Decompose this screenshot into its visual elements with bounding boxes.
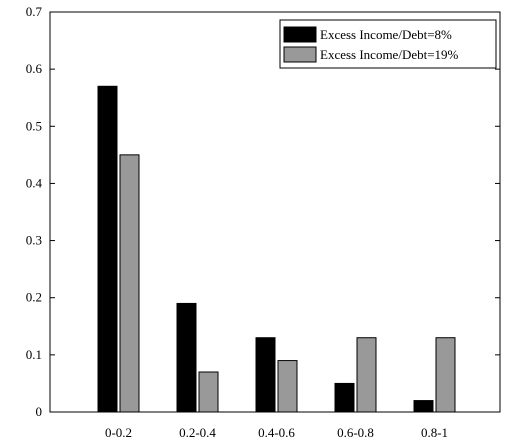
x-tick-label: 0.6-0.8 xyxy=(337,425,374,440)
bar-series-2-0.2-0.4 xyxy=(198,371,219,413)
bar-series-1-0.8-1 xyxy=(413,400,434,413)
x-tick-label: 0.2-0.4 xyxy=(179,425,216,440)
legend-swatch-series-1 xyxy=(283,26,317,43)
bar-series-2-0.6-0.8 xyxy=(356,337,377,413)
y-tick-label: 0.7 xyxy=(26,4,43,19)
legend-label-series-2: Excess Income/Debt=19% xyxy=(320,47,459,62)
bar-series-2-0.8-1 xyxy=(435,337,456,413)
bar-series-2-0-0.2 xyxy=(119,154,140,413)
y-tick-label: 0.5 xyxy=(26,118,42,133)
y-tick-label: 0.4 xyxy=(26,175,43,190)
bar-series-2-0.4-0.6 xyxy=(277,360,298,413)
bars xyxy=(97,85,456,413)
y-tick-label: 0 xyxy=(36,404,43,419)
y-tick-label: 0.2 xyxy=(26,290,42,305)
y-tick-label: 0.3 xyxy=(26,233,42,248)
y-tick-label: 0.1 xyxy=(26,347,42,362)
x-tick-label: 0.4-0.6 xyxy=(258,425,295,440)
bar-series-1-0.2-0.4 xyxy=(176,302,197,413)
legend-label-series-1: Excess Income/Debt=8% xyxy=(320,27,452,42)
x-axis: 0-0.2 0.2-0.4 0.4-0.6 0.6-0.8 0.8-1 xyxy=(105,425,448,440)
legend: Excess Income/Debt=8% Excess Income/Debt… xyxy=(279,19,497,69)
bar-series-1-0.6-0.8 xyxy=(334,382,355,413)
x-tick-label: 0.8-1 xyxy=(421,425,448,440)
bar-series-1-0-0.2 xyxy=(97,85,118,413)
bar-series-1-0.4-0.6 xyxy=(255,337,276,413)
x-tick-label: 0-0.2 xyxy=(105,425,132,440)
legend-swatch-series-2 xyxy=(283,46,317,63)
y-tick-label: 0.6 xyxy=(26,61,43,76)
y-axis: 0 0.1 0.2 0.3 0.4 0.5 0.6 0.7 xyxy=(26,4,500,419)
